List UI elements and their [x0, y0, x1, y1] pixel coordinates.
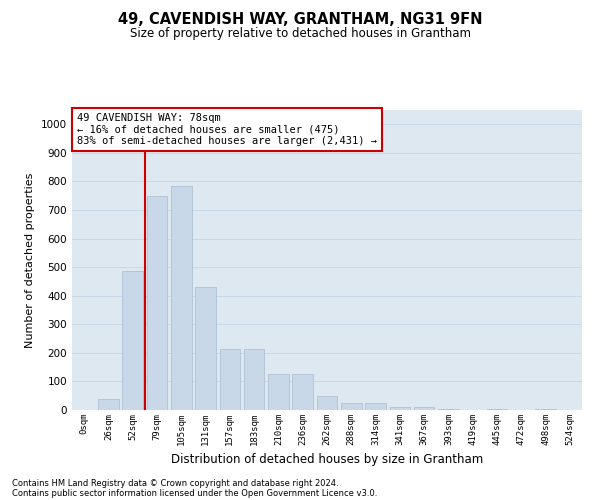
Text: 49 CAVENDISH WAY: 78sqm
← 16% of detached houses are smaller (475)
83% of semi-d: 49 CAVENDISH WAY: 78sqm ← 16% of detache… — [77, 113, 377, 146]
Bar — [122, 272, 143, 410]
Y-axis label: Number of detached properties: Number of detached properties — [25, 172, 35, 348]
Bar — [535, 408, 556, 410]
Bar — [268, 374, 289, 410]
Bar — [365, 403, 386, 410]
Bar — [389, 407, 410, 410]
Bar — [292, 374, 313, 410]
Bar — [195, 287, 216, 410]
Bar — [341, 403, 362, 410]
Bar — [244, 348, 265, 410]
Bar — [487, 408, 508, 410]
Bar — [438, 408, 459, 410]
Bar — [146, 196, 167, 410]
Text: 49, CAVENDISH WAY, GRANTHAM, NG31 9FN: 49, CAVENDISH WAY, GRANTHAM, NG31 9FN — [118, 12, 482, 28]
Bar — [171, 186, 191, 410]
Bar — [317, 396, 337, 410]
Text: Contains public sector information licensed under the Open Government Licence v3: Contains public sector information licen… — [12, 488, 377, 498]
Bar — [414, 407, 434, 410]
Bar — [220, 348, 240, 410]
Text: Size of property relative to detached houses in Grantham: Size of property relative to detached ho… — [130, 28, 470, 40]
Text: Contains HM Land Registry data © Crown copyright and database right 2024.: Contains HM Land Registry data © Crown c… — [12, 478, 338, 488]
Bar — [98, 398, 119, 410]
X-axis label: Distribution of detached houses by size in Grantham: Distribution of detached houses by size … — [171, 454, 483, 466]
